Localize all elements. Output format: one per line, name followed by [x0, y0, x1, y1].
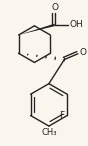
Text: CH₃: CH₃ — [41, 128, 57, 137]
Text: OH: OH — [69, 20, 83, 29]
Text: F: F — [59, 111, 64, 120]
Text: O: O — [79, 48, 86, 57]
Polygon shape — [19, 24, 55, 35]
Text: O: O — [51, 3, 58, 12]
